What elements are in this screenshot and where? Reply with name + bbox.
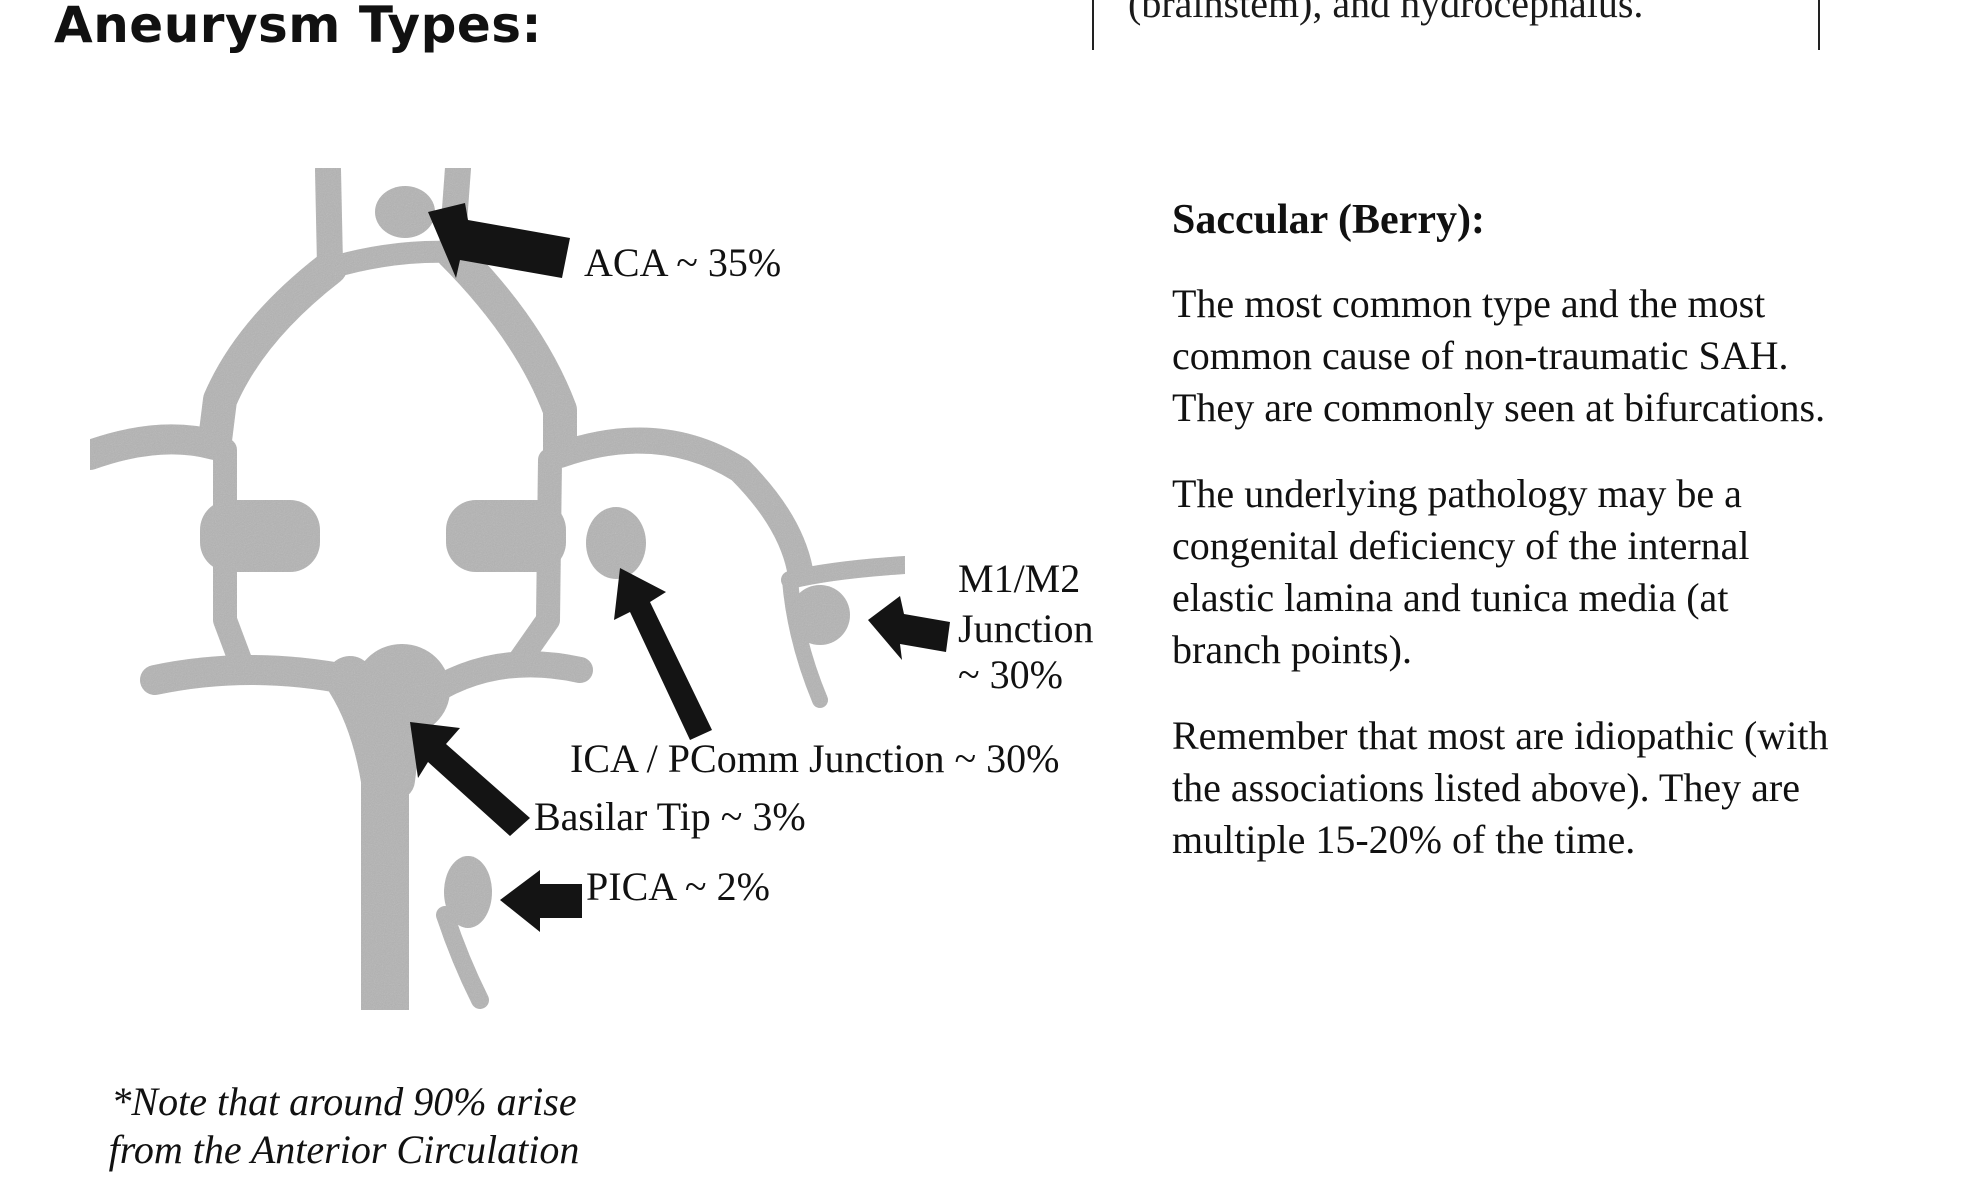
saccular-paragraph-1: The most common type and the most common… [1172, 281, 1826, 430]
m1m2-label-line1: M1/M2 [958, 556, 1080, 601]
aca-arrow [428, 203, 570, 278]
basilar-arrow [410, 722, 530, 836]
footnote-line-2: from the Anterior Circulation [108, 1127, 580, 1172]
m1m2-label-line2: Junction [958, 606, 1094, 651]
ica-pcomm-aneurysm [586, 507, 646, 579]
pica-label: PICA ~ 2% [586, 864, 770, 909]
footnote-line-1: *Note that around 90% arise [111, 1079, 577, 1124]
m1m2-aneurysm [790, 585, 850, 645]
circle-of-willis-diagram: ACA ~ 35% M1/M2 Junction ~ 30% ICA / PCo… [75, 155, 1094, 1034]
aneurysm-sacs [200, 186, 850, 928]
left-ica-bulb [200, 500, 320, 572]
percentage-labels: ACA ~ 35% M1/M2 Junction ~ 30% ICA / PCo… [534, 240, 1094, 909]
pointer-arrows [410, 203, 950, 932]
saccular-description: Saccular (Berry): The most common type a… [1172, 196, 1832, 900]
saccular-title: Saccular (Berry): [1172, 197, 1485, 243]
ica-label: ICA / PComm Junction ~ 30% [570, 736, 1059, 781]
box-border-right [1818, 0, 1820, 50]
aca-label: ACA ~ 35% [584, 240, 781, 285]
saccular-paragraph-2: The underlying pathology may be a congen… [1172, 471, 1750, 672]
aca-aneurysm [375, 186, 435, 238]
basilar-tip-aneurysm [354, 644, 450, 736]
box-text-fragment: (brainstem), and hydrocephalus. [1128, 0, 1644, 26]
vessel-network [75, 155, 914, 1034]
right-ica-bulb [446, 500, 566, 572]
pica-aneurysm [444, 856, 492, 928]
m1m2-arrow [868, 596, 950, 660]
pica-arrow [500, 870, 582, 932]
page-heading: Aneurysm Types: [54, 0, 543, 54]
m1m2-label-line3: ~ 30% [958, 652, 1063, 697]
box-border-left [1092, 0, 1094, 50]
saccular-paragraph-3: Remember that most are idiopathic (with … [1172, 713, 1829, 862]
ica-arrow [614, 568, 712, 740]
footnote: *Note that around 90% arise from the Ant… [84, 1078, 604, 1174]
basilar-label: Basilar Tip ~ 3% [534, 794, 806, 839]
